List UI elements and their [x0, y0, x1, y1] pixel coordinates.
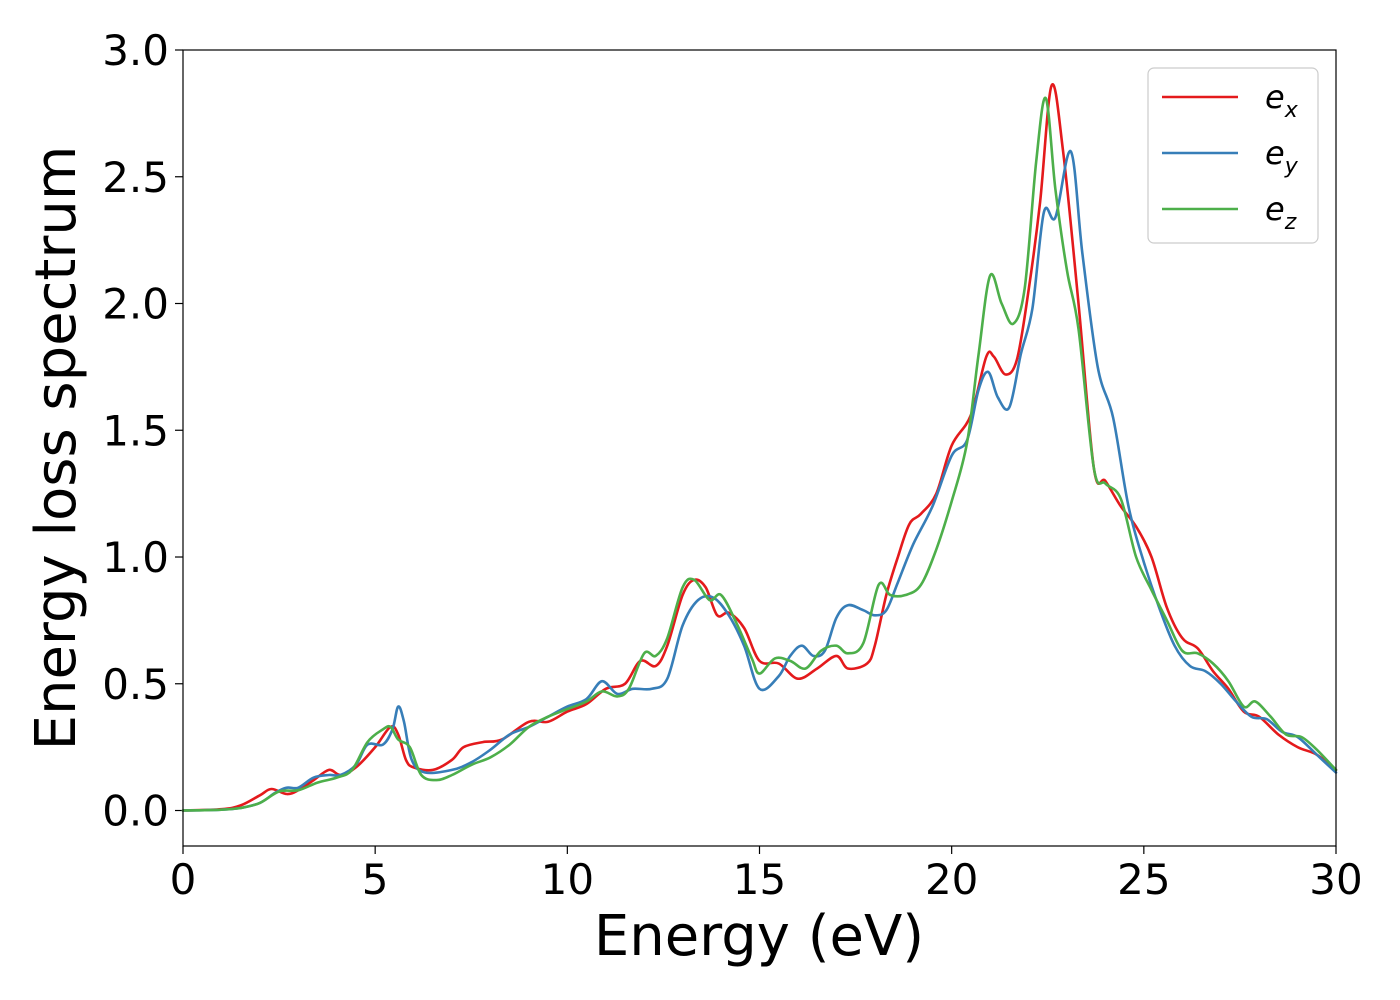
y-axis-ticks: 0.0 0.5 1.0 1.5 2.0 2.5 3.0 [102, 26, 183, 836]
x-tick-label: 0 [170, 855, 197, 904]
legend-label-x: ex [1265, 78, 1299, 123]
x-tick-label: 25 [1117, 855, 1170, 904]
series-line-e-z [181, 96, 1338, 812]
y-tick-label: 0.0 [102, 787, 169, 836]
x-axis-title: Energy (eV) [594, 904, 924, 969]
y-tick-label: 1.5 [102, 406, 169, 455]
y-tick-label: 2.0 [102, 280, 169, 329]
plot-frame [182, 49, 1337, 847]
x-tick-label: 20 [925, 855, 978, 904]
x-tick-label: 5 [362, 855, 389, 904]
x-tick-label: 10 [541, 855, 594, 904]
legend-label-subscript: y [1284, 154, 1299, 179]
series-lines [181, 82, 1338, 812]
legend-label-base: e [1265, 78, 1285, 116]
legend-label-subscript: x [1284, 98, 1299, 123]
y-tick-label: 2.5 [102, 153, 169, 202]
x-axis-ticks: 0 5 10 15 20 25 30 [170, 846, 1363, 904]
y-axis-title: Energy loss spectrum [24, 146, 89, 751]
y-tick-label: 1.0 [102, 533, 169, 582]
legend-label-base: e [1265, 134, 1285, 172]
y-tick-label: 0.5 [102, 660, 169, 709]
legend-box [1147, 67, 1319, 244]
x-tick-label: 15 [733, 855, 786, 904]
legend-label-y: ey [1265, 134, 1299, 179]
legend-label-subscript: z [1284, 210, 1297, 235]
legend-label-z: ez [1265, 190, 1297, 235]
legend-label-base: e [1265, 190, 1285, 228]
x-tick-label: 30 [1309, 855, 1362, 904]
y-tick-label: 3.0 [102, 26, 169, 75]
plot-area [183, 50, 1336, 846]
